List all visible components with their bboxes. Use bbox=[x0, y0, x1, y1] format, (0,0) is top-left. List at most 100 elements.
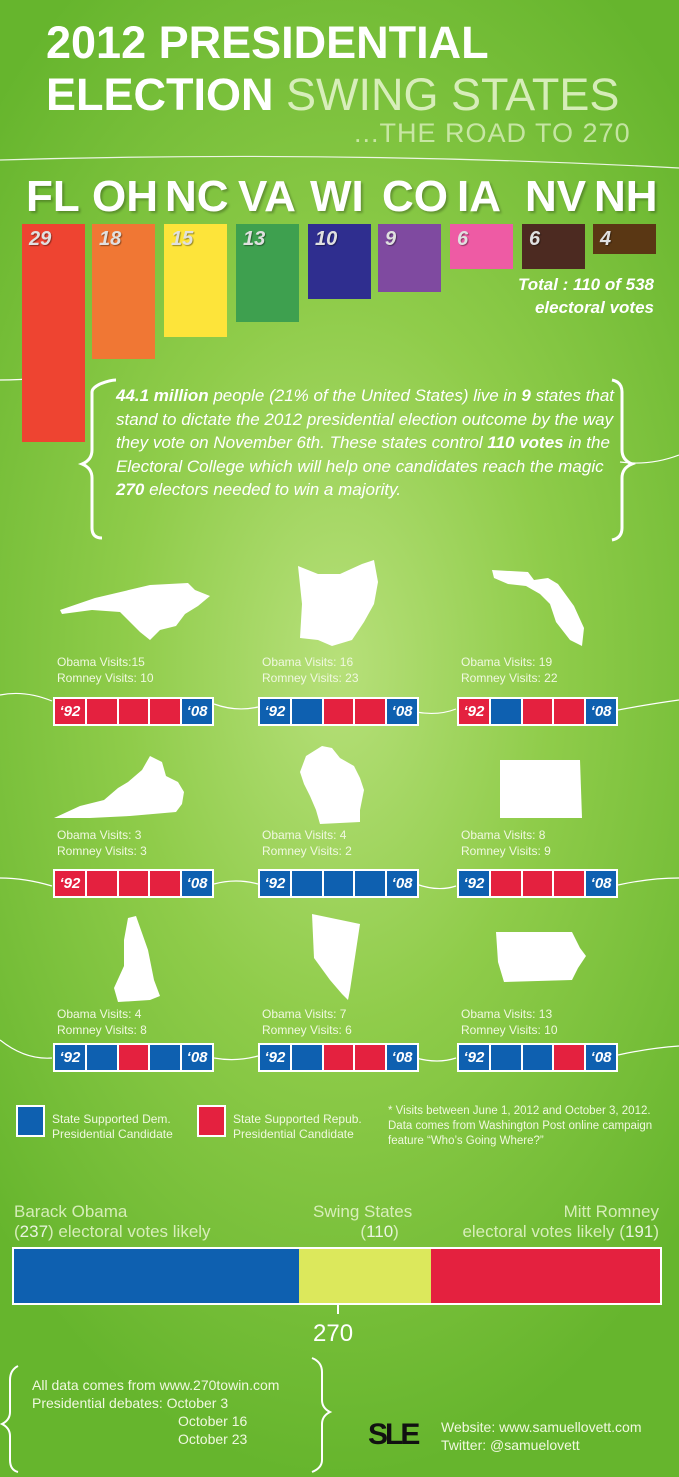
history-strip-nv: ‘92 ‘08 bbox=[258, 1043, 419, 1072]
colorado-shape bbox=[500, 760, 582, 818]
romney-votes-text: electoral votes likely ( bbox=[462, 1222, 625, 1241]
ev-value-nv: 6 bbox=[529, 228, 541, 250]
history-cell-ia-2 bbox=[522, 1045, 553, 1070]
obama-segment bbox=[14, 1249, 299, 1303]
visits-nh: Obama Visits: 4 Romney Visits: 8 bbox=[57, 1006, 147, 1038]
history-cell-co-1 bbox=[490, 871, 521, 896]
history-strip-oh: ‘92 ‘08 bbox=[258, 697, 419, 726]
history-cell-nh-4: ‘08 bbox=[182, 1045, 212, 1070]
summary-text-2: states that stand to dictate the 2012 pr… bbox=[116, 386, 615, 452]
visits-oh: Obama Visits: 16 Romney Visits: 23 bbox=[262, 654, 359, 686]
romney-visits-nh: Romney Visits: 8 bbox=[57, 1023, 147, 1037]
history-cell-co-4: ‘08 bbox=[586, 871, 616, 896]
history-cell-wi-1 bbox=[291, 871, 322, 896]
threshold-label: 270 bbox=[313, 1320, 354, 1347]
ev-bar-nv: 6 bbox=[522, 224, 585, 269]
footer-line-3: October 16 bbox=[178, 1413, 248, 1429]
history-cell-va-1 bbox=[86, 871, 117, 896]
title-line-1: 2012 PRESIDENTIAL bbox=[46, 17, 489, 68]
legend-rep-line-2: Presidential Candidate bbox=[233, 1127, 354, 1141]
romney-paren-close: ) bbox=[653, 1222, 659, 1241]
history-cell-wi-3 bbox=[355, 871, 386, 896]
twitter-link[interactable]: Twitter: @samuelovett bbox=[441, 1437, 580, 1453]
ev-bar-ia: 6 bbox=[450, 224, 513, 269]
obama-vote-count: 237 bbox=[19, 1222, 49, 1241]
summary-text-4: electors needed to win a majority. bbox=[144, 480, 402, 499]
history-cell-wi-0: ‘92 bbox=[260, 871, 290, 896]
history-cell-va-0: ‘92 bbox=[55, 871, 85, 896]
title-swing-states: SWING STATES bbox=[273, 69, 620, 120]
legend-dem-line-1: State Supported Dem. bbox=[52, 1112, 171, 1126]
visits-wi: Obama Visits: 4 Romney Visits: 2 bbox=[262, 827, 352, 859]
state-abbr-wi: WI bbox=[310, 172, 364, 221]
legend-rep-line-1: State Supported Repub. bbox=[233, 1112, 362, 1126]
history-cell-nc-3 bbox=[150, 699, 181, 724]
history-cell-oh-2 bbox=[323, 699, 354, 724]
ev-bar-fl: 29 bbox=[22, 224, 85, 442]
florida-shape bbox=[492, 570, 584, 646]
website-link[interactable]: Website: www.samuellovett.com bbox=[441, 1419, 642, 1435]
history-cell-nv-4: ‘08 bbox=[387, 1045, 417, 1070]
footer-sources: All data comes from www.270towin.com Pre… bbox=[32, 1376, 279, 1448]
summary-text-3: in the Electoral College which will help… bbox=[116, 433, 610, 476]
romney-label: Mitt Romney electoral votes likely (191) bbox=[462, 1202, 659, 1242]
swing-name: Swing States bbox=[313, 1202, 413, 1221]
history-cell-nv-2 bbox=[323, 1045, 354, 1070]
sle-logo: SLE bbox=[368, 1418, 420, 1451]
obama-visits-va: Obama Visits: 3 bbox=[57, 828, 142, 842]
history-cell-nc-4: ‘08 bbox=[182, 699, 212, 724]
romney-visits-va: Romney Visits: 3 bbox=[57, 844, 147, 858]
swing-paren-open: ( bbox=[360, 1222, 367, 1241]
obama-visits-nh: Obama Visits: 4 bbox=[57, 1007, 142, 1021]
state-abbr-nv: NV bbox=[525, 172, 587, 221]
obama-visits-co: Obama Visits: 8 bbox=[461, 828, 546, 842]
ev-value-va: 13 bbox=[243, 228, 266, 250]
romney-votes: electoral votes likely (191) bbox=[462, 1222, 659, 1242]
history-cell-ia-4: ‘08 bbox=[586, 1045, 616, 1070]
romney-visits-ia: Romney Visits: 10 bbox=[461, 1023, 558, 1037]
title-line-2: ELECTION SWING STATES bbox=[46, 72, 619, 117]
history-cell-ia-0: ‘92 bbox=[459, 1045, 489, 1070]
ev-bar-nh: 4 bbox=[593, 224, 656, 254]
history-cell-nv-1 bbox=[291, 1045, 322, 1070]
romney-vote-count: 191 bbox=[624, 1222, 654, 1241]
swing-label: Swing States (110) bbox=[313, 1202, 412, 1242]
ev-bar-va: 13 bbox=[236, 224, 299, 322]
obama-visits-oh: Obama Visits: 16 bbox=[262, 655, 354, 669]
visits-ia: Obama Visits: 13 Romney Visits: 10 bbox=[461, 1006, 558, 1038]
ev-bar-nc: 15 bbox=[164, 224, 227, 337]
history-cell-co-0: ‘92 bbox=[459, 871, 489, 896]
history-cell-oh-0: ‘92 bbox=[260, 699, 290, 724]
title-election: ELECTION bbox=[46, 69, 274, 120]
romney-visits-fl: Romney Visits: 22 bbox=[461, 671, 558, 685]
total-line-1: Total : 110 of 538 bbox=[517, 275, 654, 294]
obama-visits-nv: Obama Visits: 7 bbox=[262, 1007, 347, 1021]
ev-value-nc: 15 bbox=[171, 228, 194, 250]
history-cell-fl-1 bbox=[490, 699, 521, 724]
history-cell-fl-4: ‘08 bbox=[586, 699, 616, 724]
footer-line-4: October 23 bbox=[178, 1431, 248, 1447]
swing-paren-close: ) bbox=[393, 1222, 399, 1241]
state-abbr-fl: FL bbox=[26, 172, 80, 221]
state-abbr-nh: NH bbox=[594, 172, 658, 221]
romney-name: Mitt Romney bbox=[563, 1202, 659, 1221]
legend-rep-swatch bbox=[197, 1105, 226, 1137]
history-cell-va-2 bbox=[118, 871, 149, 896]
legend-rep-text: State Supported Repub. Presidential Cand… bbox=[233, 1112, 362, 1142]
summary-bold-2: 9 bbox=[521, 386, 531, 405]
history-strip-nc: ‘92 ‘08 bbox=[53, 697, 214, 726]
history-strip-ia: ‘92 ‘08 bbox=[457, 1043, 618, 1072]
romney-visits-co: Romney Visits: 9 bbox=[461, 844, 551, 858]
history-cell-ia-3 bbox=[554, 1045, 585, 1070]
iowa-shape bbox=[496, 932, 586, 982]
history-cell-oh-4: ‘08 bbox=[387, 699, 417, 724]
history-cell-wi-4: ‘08 bbox=[387, 871, 417, 896]
history-strip-wi: ‘92 ‘08 bbox=[258, 869, 419, 898]
electoral-projection-bar bbox=[12, 1247, 662, 1305]
obama-votes-text: ) electoral votes likely bbox=[48, 1222, 211, 1241]
obama-votes: (237) electoral votes likely bbox=[14, 1222, 211, 1242]
history-strip-fl: ‘92 ‘08 bbox=[457, 697, 618, 726]
romney-visits-oh: Romney Visits: 23 bbox=[262, 671, 359, 685]
history-cell-nh-3 bbox=[150, 1045, 181, 1070]
